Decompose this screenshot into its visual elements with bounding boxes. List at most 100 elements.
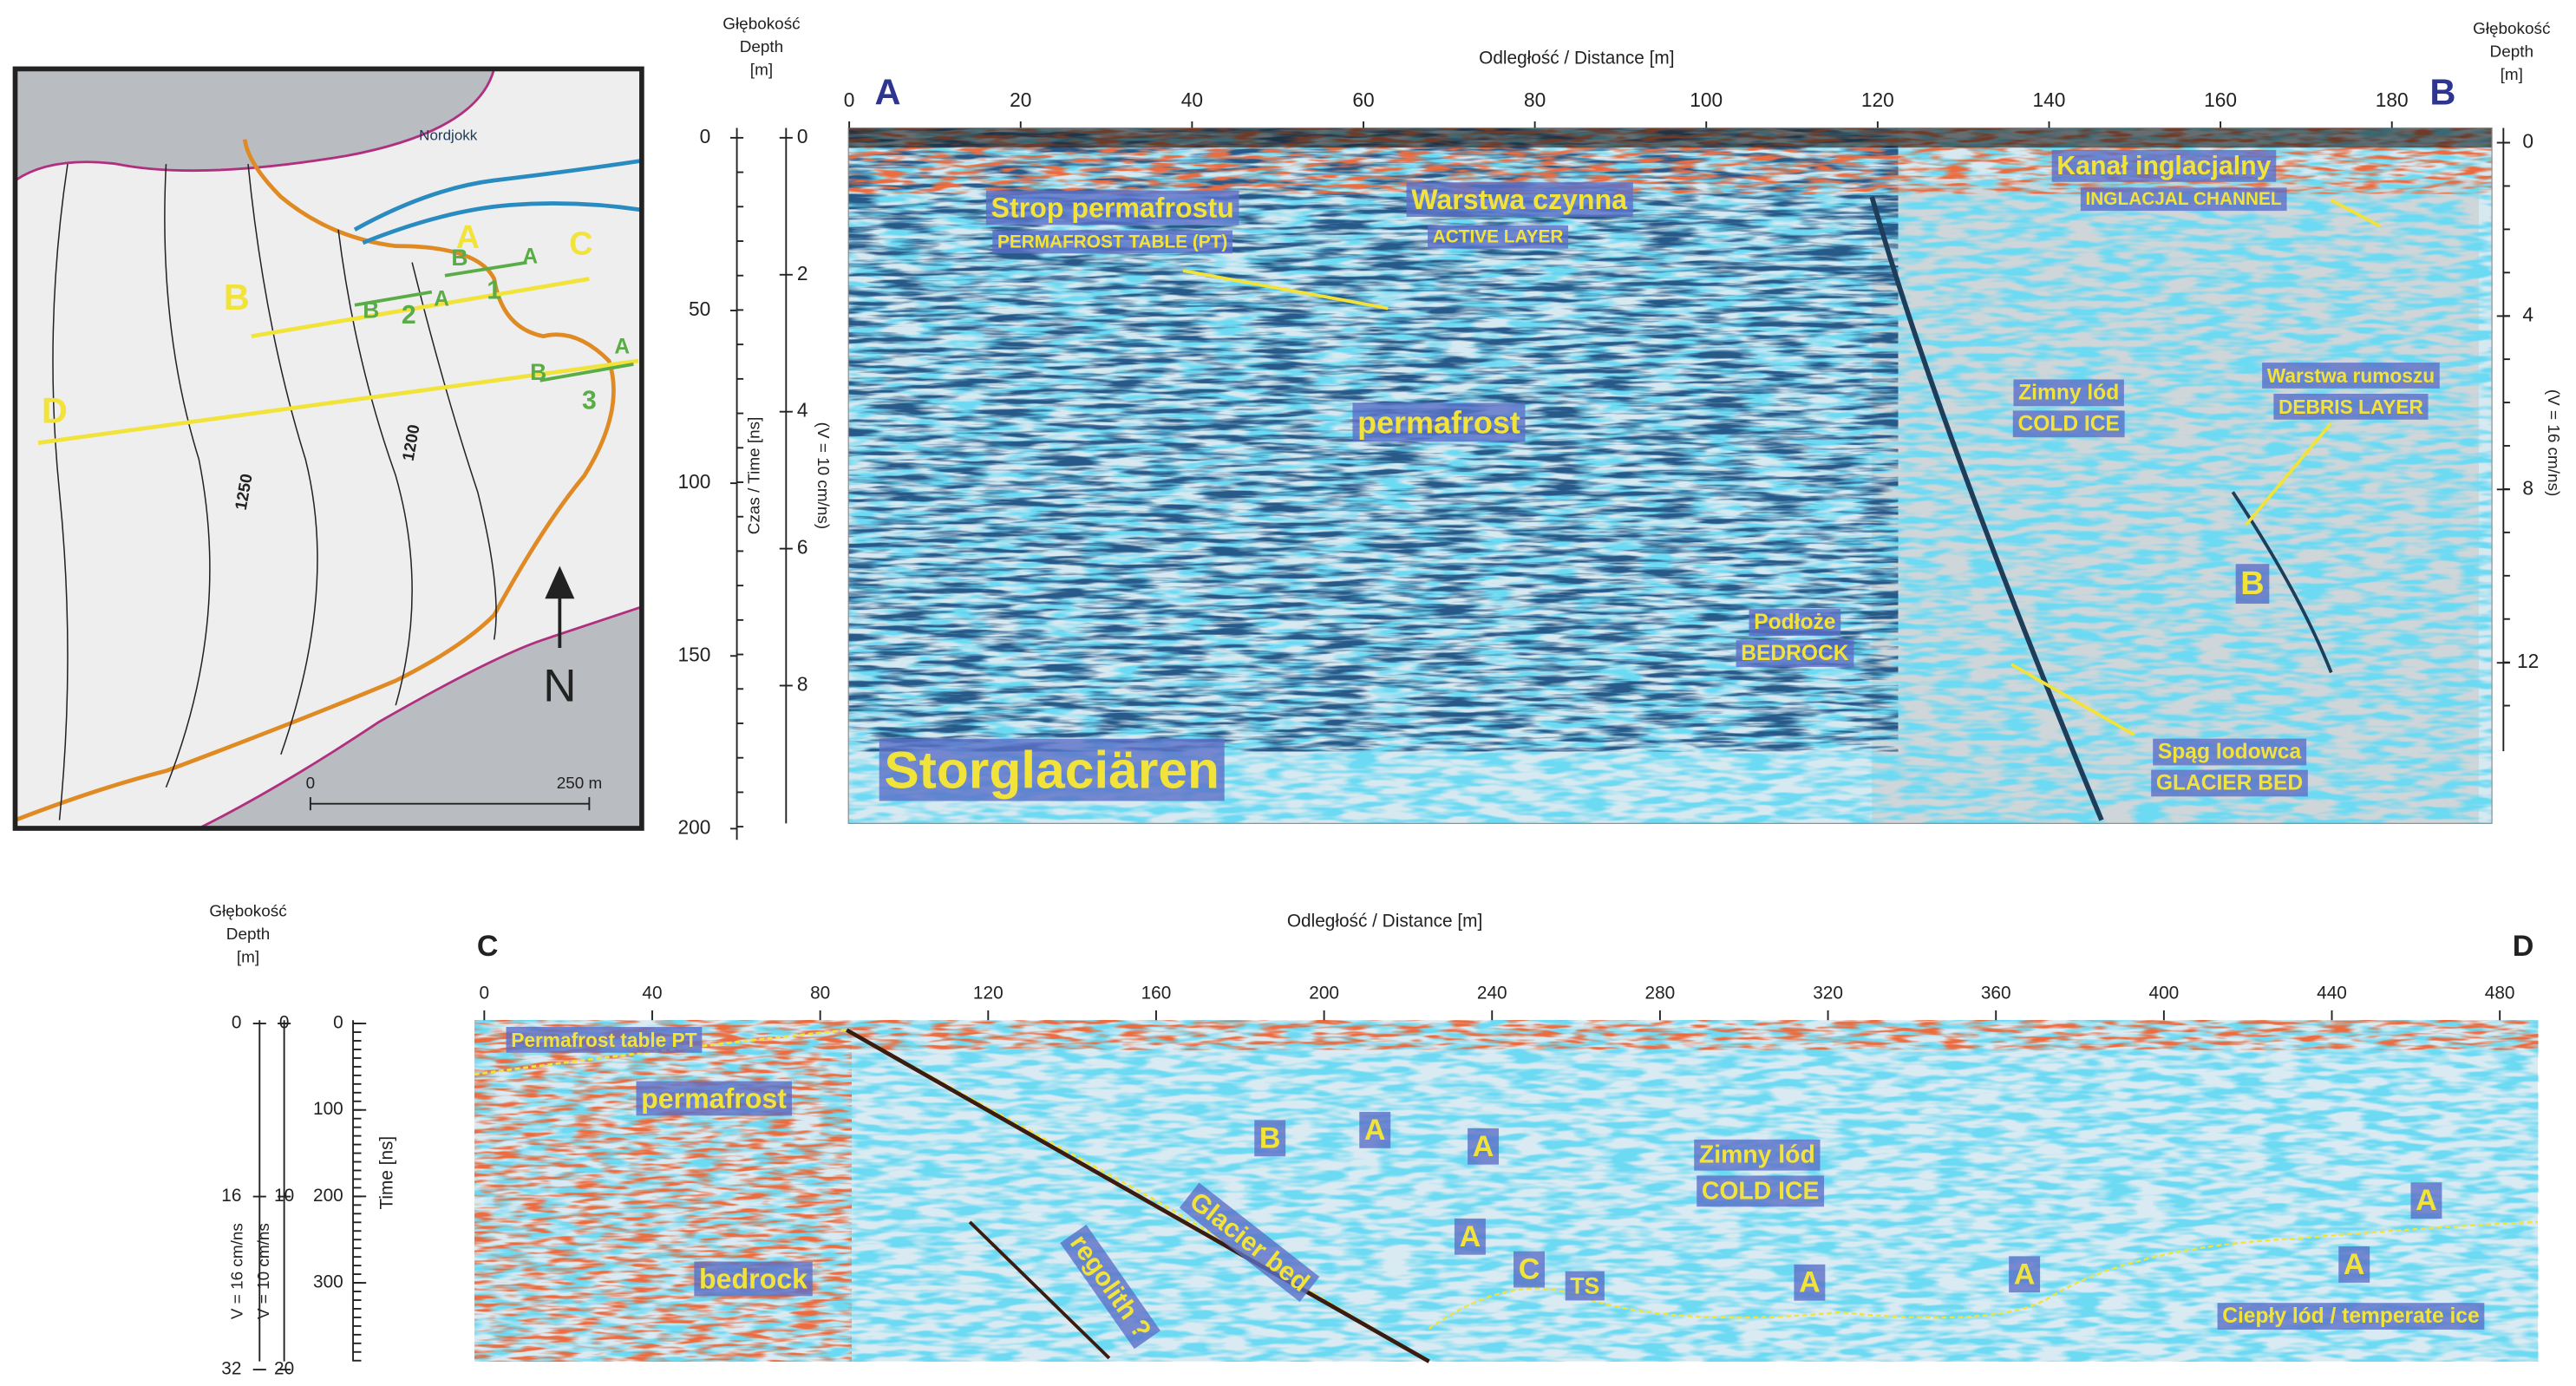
- x-tick-label: 160: [2204, 88, 2237, 111]
- map-label: A: [522, 245, 538, 268]
- axis-title: [m]: [237, 948, 259, 966]
- x-tick-label: 400: [2149, 984, 2180, 1004]
- profile-end-label: C: [477, 930, 499, 963]
- y-tick-label: 4: [2522, 303, 2534, 325]
- map-label: B: [451, 245, 467, 271]
- annotation: A: [2416, 1184, 2437, 1217]
- map-label: B: [363, 297, 379, 323]
- annotation: Kanał inglacjalny: [2056, 152, 2271, 180]
- annotation: permafrost: [641, 1082, 787, 1114]
- annotation: Podłoże: [1754, 611, 1835, 634]
- annotation: A: [1460, 1220, 1481, 1253]
- y-tick-label: 32: [221, 1359, 241, 1379]
- map-label: 2: [402, 301, 416, 330]
- map-label: A: [434, 288, 449, 311]
- x-tick-label: 180: [2376, 88, 2409, 111]
- annotation: ACTIVE LAYER: [1433, 227, 1564, 247]
- y-tick-label: 12: [2517, 650, 2539, 672]
- annotation: Ciepły lód / temperate ice: [2222, 1304, 2479, 1328]
- annotation: DEBRIS LAYER: [2279, 396, 2423, 418]
- map-label: 3: [582, 386, 597, 415]
- map-label: B: [224, 277, 250, 317]
- y-tick-label: 0: [797, 125, 808, 147]
- y-tick-label: 0: [2522, 130, 2534, 153]
- y-tick-label: 50: [689, 297, 710, 320]
- map-label: D: [42, 390, 68, 431]
- x-tick-label: 160: [1141, 984, 1172, 1004]
- map-label: N: [543, 660, 576, 711]
- y-tick-label: 200: [313, 1186, 343, 1206]
- x-tick-label: 40: [1181, 88, 1203, 111]
- page: NordjokkACBDBA1B2ABA3125012000250 mNOdle…: [0, 0, 2576, 1386]
- x-tick-label: 200: [1309, 984, 1339, 1004]
- y-tick-label: 8: [797, 672, 808, 695]
- axis-title: Depth: [2490, 43, 2534, 62]
- y-tick-label: 10: [274, 1186, 294, 1206]
- annotation: bedrock: [699, 1263, 807, 1294]
- map: [15, 69, 641, 828]
- axis-title: [m]: [2501, 66, 2523, 84]
- annotation: permafrost: [1357, 404, 1520, 440]
- y-tick-label: 300: [313, 1272, 343, 1292]
- x-tick-label: 140: [2033, 88, 2066, 111]
- x-tick-label: 0: [844, 88, 855, 111]
- annotation: TS: [1570, 1273, 1599, 1299]
- x-tick-label: 0: [480, 984, 490, 1004]
- x-tick-label: 120: [1861, 88, 1894, 111]
- y-tick-label: 0: [333, 1013, 343, 1033]
- y-tick-label: 8: [2522, 476, 2534, 499]
- profile-end-label: D: [2513, 930, 2534, 963]
- x-tick-label: 360: [1981, 984, 2011, 1004]
- x-tick-label: 20: [1010, 88, 1031, 111]
- map-label: A: [614, 335, 630, 358]
- map-label: 1: [487, 277, 501, 305]
- annotation: Strop permafrostu: [991, 193, 1234, 224]
- annotation: A: [1364, 1114, 1386, 1147]
- profile-end-label: A: [875, 72, 901, 113]
- axis-title: Głębokość: [2473, 20, 2550, 38]
- x-tick-label: 80: [1524, 88, 1546, 111]
- x-axis-title: Odległość / Distance [m]: [1287, 911, 1482, 931]
- annotation: Zimny lód: [2018, 381, 2119, 404]
- radargram-top: [848, 128, 2492, 148]
- annotation: COLD ICE: [1702, 1177, 1819, 1205]
- y-tick-label: 6: [797, 536, 808, 559]
- map-label: B: [530, 359, 546, 385]
- axis-title: Depth: [740, 38, 783, 56]
- map-label: 250 m: [557, 775, 603, 793]
- y-tick-label: 0: [232, 1013, 242, 1033]
- x-tick-label: 280: [1645, 984, 1676, 1004]
- annotation: Zimny lód: [1699, 1141, 1815, 1169]
- annotation: A: [1799, 1266, 1821, 1299]
- annotation: Spąg lodowca: [2158, 741, 2302, 764]
- y-tick-label: 4: [797, 399, 808, 422]
- annotation: C: [1519, 1253, 1540, 1286]
- y-tick-label: 100: [677, 470, 710, 493]
- x-tick-label: 440: [2317, 984, 2347, 1004]
- x-tick-label: 320: [1813, 984, 1843, 1004]
- axis-title: Depth: [226, 925, 270, 944]
- y-tick-label: 0: [700, 125, 711, 147]
- y-tick-label: 16: [221, 1186, 241, 1206]
- x-tick-label: 100: [1690, 88, 1723, 111]
- annotation: A: [2014, 1258, 2036, 1291]
- map-label: 0: [306, 775, 316, 793]
- y-tick-label: 2: [797, 262, 808, 284]
- annotation: B: [2240, 566, 2264, 602]
- map-label: C: [569, 226, 592, 263]
- velocity-label: V = 10 cm/ns: [255, 1223, 273, 1319]
- annotation: INGLACJAL CHANNEL: [2086, 189, 2282, 209]
- axis-title: Głębokość: [209, 902, 286, 920]
- velocity-label: (V = 10 cm/ns): [814, 422, 832, 529]
- annotation: Permafrost table PT: [511, 1029, 696, 1051]
- y-tick-label: 20: [274, 1359, 294, 1379]
- axis-title: Głębokość: [722, 15, 800, 33]
- annotation: Warstwa czynna: [1411, 184, 1628, 215]
- y-axis-title: Time [ns]: [376, 1136, 396, 1210]
- x-tick-label: 120: [973, 984, 1004, 1004]
- profile-end-label: B: [2429, 72, 2455, 113]
- map-label: Nordjokk: [419, 127, 478, 143]
- x-axis-title: Odległość / Distance [m]: [1479, 49, 1674, 69]
- annotation: Warstwa rumoszu: [2267, 364, 2435, 387]
- annotation: B: [1259, 1121, 1281, 1154]
